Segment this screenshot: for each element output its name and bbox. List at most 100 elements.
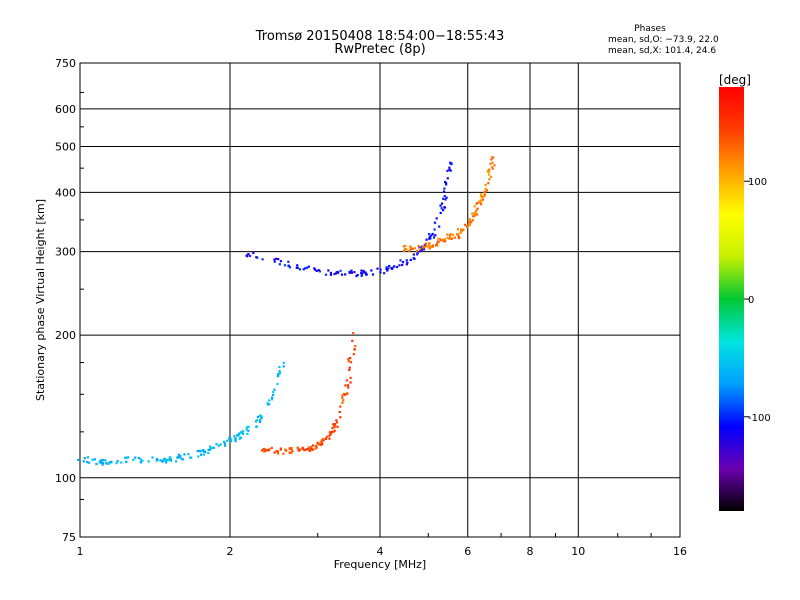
data-point xyxy=(360,269,363,272)
data-point xyxy=(259,414,262,417)
data-point xyxy=(333,429,336,432)
data-point xyxy=(263,447,266,451)
data-point xyxy=(349,381,352,384)
data-point xyxy=(457,234,460,237)
data-point xyxy=(409,258,412,262)
colorbar-ticks: 100 0 -100 xyxy=(744,177,771,424)
data-point xyxy=(424,242,427,245)
data-point xyxy=(212,446,215,450)
data-point xyxy=(302,268,305,271)
data-point xyxy=(341,401,344,404)
data-points xyxy=(76,156,496,466)
data-point xyxy=(278,372,282,375)
data-point xyxy=(438,238,441,241)
data-point xyxy=(275,257,278,260)
data-point xyxy=(256,415,260,419)
data-point xyxy=(338,410,341,414)
data-point xyxy=(487,170,491,173)
data-point xyxy=(349,356,352,360)
data-point xyxy=(277,375,280,378)
data-point xyxy=(241,430,245,433)
colorbar-label: [deg] xyxy=(719,73,751,87)
data-point xyxy=(315,446,318,449)
data-point xyxy=(433,228,436,231)
data-point xyxy=(335,419,338,422)
x-tick-label: 16 xyxy=(673,545,687,558)
data-point xyxy=(435,217,438,220)
data-point xyxy=(483,190,487,193)
data-point xyxy=(315,269,318,273)
data-point xyxy=(316,443,319,446)
data-point xyxy=(348,271,351,274)
data-point xyxy=(181,458,185,461)
data-point xyxy=(329,273,333,276)
data-point xyxy=(156,459,159,462)
data-point xyxy=(273,451,276,454)
data-point xyxy=(404,244,407,248)
stats-o-mode: mean, sd,O: −73.9, 22.0 xyxy=(608,35,719,45)
data-point xyxy=(413,257,416,261)
data-point xyxy=(469,219,472,222)
data-point xyxy=(317,269,320,272)
data-point xyxy=(273,388,276,391)
data-point xyxy=(466,224,470,227)
data-point xyxy=(288,447,292,450)
data-point xyxy=(435,242,438,246)
data-point xyxy=(322,439,325,442)
data-point xyxy=(168,458,171,461)
stats-x-mode: mean, sd,X: 101.4, 24.6 xyxy=(608,46,716,56)
data-point xyxy=(270,396,274,399)
data-point xyxy=(199,450,202,453)
data-point xyxy=(344,384,347,387)
data-point xyxy=(298,268,302,271)
x-tick-label: 1 xyxy=(77,545,84,558)
data-point xyxy=(476,207,479,210)
data-point xyxy=(390,266,393,270)
data-point xyxy=(458,236,461,240)
data-point xyxy=(312,444,315,447)
data-point xyxy=(354,344,357,348)
data-point xyxy=(141,459,144,462)
data-point xyxy=(215,443,218,446)
data-point xyxy=(132,458,135,461)
data-point xyxy=(333,422,337,426)
data-point xyxy=(204,450,207,453)
data-point xyxy=(258,418,262,422)
data-point xyxy=(487,173,491,176)
data-point xyxy=(140,460,143,463)
data-point xyxy=(401,261,405,264)
data-point xyxy=(339,405,342,408)
data-point xyxy=(301,447,305,450)
data-point xyxy=(241,432,245,435)
data-point xyxy=(437,237,440,240)
data-point xyxy=(483,193,486,197)
data-point xyxy=(147,460,150,463)
data-point xyxy=(475,212,478,216)
data-point xyxy=(107,462,111,465)
data-point xyxy=(278,370,281,373)
data-point xyxy=(208,448,212,451)
data-point xyxy=(303,267,307,270)
data-point xyxy=(223,440,226,443)
data-point xyxy=(314,445,318,448)
data-point xyxy=(330,430,333,433)
data-point xyxy=(82,460,85,463)
data-point xyxy=(319,443,322,447)
data-point xyxy=(415,249,419,253)
data-point xyxy=(165,461,168,464)
data-point xyxy=(260,449,264,452)
data-point xyxy=(287,260,290,263)
y-tick-label: 500 xyxy=(55,140,76,153)
data-point xyxy=(115,462,118,465)
data-point xyxy=(488,178,491,181)
data-point xyxy=(440,239,443,242)
data-point xyxy=(448,168,451,171)
data-point xyxy=(360,274,363,277)
y-tick-label: 400 xyxy=(55,186,76,199)
data-point xyxy=(489,162,492,165)
data-point xyxy=(277,452,280,455)
data-point xyxy=(276,382,279,386)
data-point xyxy=(483,191,486,194)
data-point xyxy=(333,272,336,276)
